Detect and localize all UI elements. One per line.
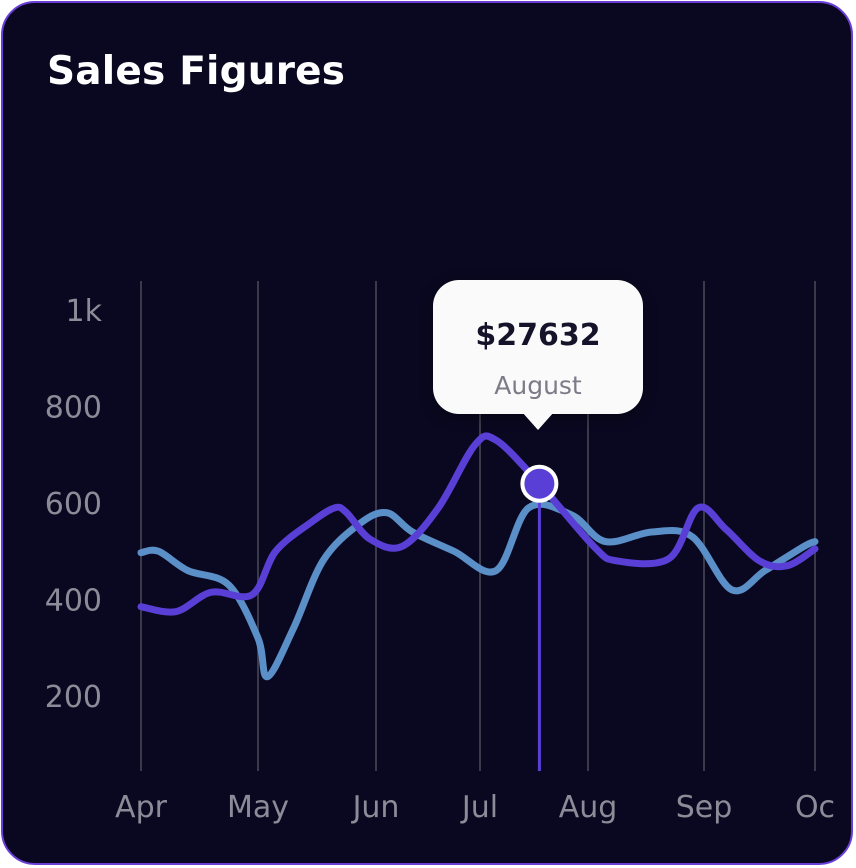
x-axis-ticks: Apr May Jun Jul Aug Sep Oc (115, 790, 835, 825)
x-tick-label: Oc (795, 790, 835, 825)
series-line-2 (137, 432, 819, 616)
tooltip-value: $27632 (475, 318, 601, 353)
hover-point (520, 464, 559, 503)
x-tick-label: Jul (460, 790, 498, 825)
tooltip-month: August (494, 371, 582, 400)
y-tick-label: 800 (45, 391, 102, 426)
hover-marker (520, 464, 559, 771)
line-chart: 1k 800 600 400 200 Apr May Jun Jul Aug Sep Oc (45, 281, 835, 825)
y-axis-ticks: 1k 800 600 400 200 (45, 294, 103, 715)
y-tick-label: 200 (45, 680, 102, 715)
y-tick-label: 1k (66, 294, 103, 329)
x-tick-label: May (227, 790, 289, 825)
x-tick-label: Sep (676, 790, 733, 825)
series-line-1 (137, 500, 819, 681)
x-tick-label: Apr (115, 790, 168, 825)
value-tooltip: $27632 August (433, 280, 643, 430)
series-lines (137, 432, 819, 681)
y-tick-label: 600 (45, 487, 102, 522)
chart-title: Sales Figures (47, 49, 346, 94)
y-tick-label: 400 (45, 584, 102, 619)
x-tick-label: Aug (559, 790, 618, 825)
x-tick-label: Jun (351, 790, 400, 825)
